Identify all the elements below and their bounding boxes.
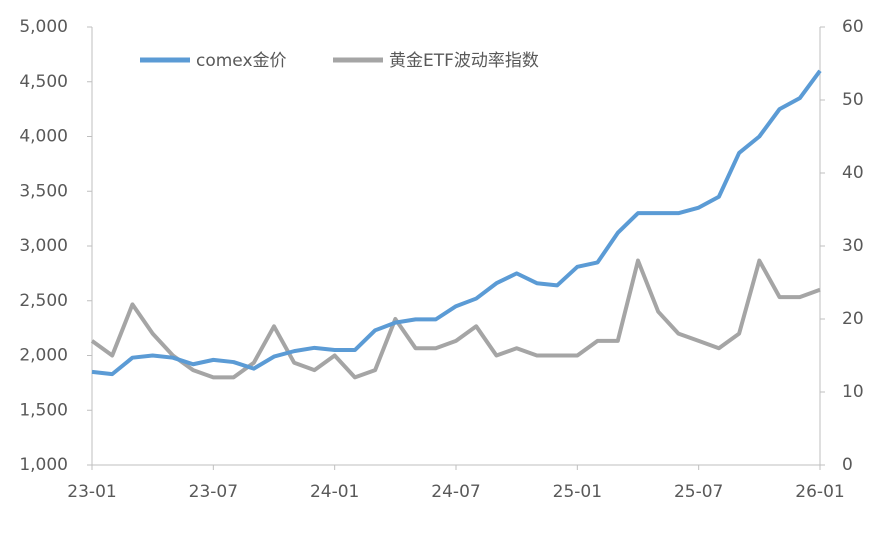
y-tick-label: 1,000 [19, 455, 68, 475]
y-tick-label: 4,500 [19, 72, 68, 92]
legend-label: comex金价 [196, 51, 287, 71]
series-line [90, 258, 821, 380]
x-tick-label: 25-01 [553, 482, 602, 502]
x-tick-label: 23-01 [67, 482, 116, 502]
x-tick-label: 26-01 [795, 482, 844, 502]
x-tick-label: 24-01 [310, 482, 359, 502]
legend-label: 黄金ETF波动率指数 [389, 51, 539, 71]
x-tick-label: 23-07 [189, 482, 238, 502]
y-tick-label: 3,000 [19, 236, 68, 256]
y-tick-label: 1,500 [19, 400, 68, 420]
y2-tick-label: 40 [842, 163, 864, 183]
y2-tick-label: 60 [842, 17, 864, 37]
series-line [91, 69, 822, 377]
y2-tick-label: 30 [842, 236, 864, 256]
x-tick-label: 25-07 [674, 482, 723, 502]
y-tick-label: 2,500 [19, 291, 68, 311]
y-tick-label: 5,000 [19, 17, 68, 37]
y2-tick-label: 50 [842, 90, 864, 110]
y-tick-label: 4,000 [19, 127, 68, 147]
x-tick-label: 24-07 [431, 482, 480, 502]
y2-tick-label: 10 [842, 382, 864, 402]
y2-tick-label: 0 [842, 455, 853, 475]
y-tick-label: 2,000 [19, 346, 68, 366]
y2-tick-label: 20 [842, 309, 864, 329]
y-tick-label: 3,500 [19, 181, 68, 201]
